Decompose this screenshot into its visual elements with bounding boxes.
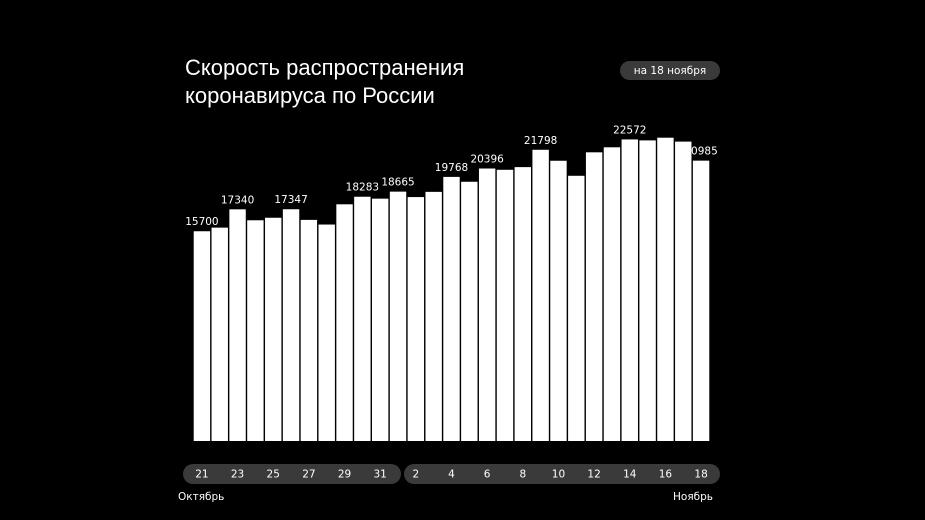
axis-pill [183,464,401,484]
bar [354,196,371,441]
bar [478,168,496,441]
value-label: 20396 [470,154,504,166]
x-tick-label: 14 [623,469,637,481]
axis-pill [404,464,720,484]
subtitle: на 18 ноября [634,65,706,77]
bar [496,169,514,442]
bar [318,224,335,441]
bar [692,160,710,442]
x-tick-label: 10 [552,469,565,481]
x-tick-label: 21 [195,469,208,481]
bar [282,209,300,441]
x-tick-label: 6 [484,469,491,481]
bar [193,231,211,441]
bar [371,198,389,441]
x-tick-label: 23 [231,469,244,481]
bar [211,227,228,441]
month-label: Ноябрь [673,491,713,503]
x-tick-label: 29 [338,469,351,481]
bar [514,167,532,441]
subtitle-pill [620,61,720,80]
bar [585,152,603,441]
x-tick-label: 2 [413,469,420,481]
bar [407,197,425,441]
x-tick-label: 31 [374,469,387,481]
x-tick-label: 4 [448,469,455,481]
bar [675,141,692,441]
value-label: 18283 [346,182,379,194]
bar [265,217,282,441]
x-tick-label: 18 [694,469,707,481]
bar [532,149,549,441]
bar [550,160,567,441]
bar [300,219,318,441]
month-label: Октябрь [178,491,224,503]
value-label: 19768 [435,162,468,174]
bar [443,176,460,441]
value-label: 15700 [185,216,218,228]
x-tick-label: 16 [659,469,673,481]
value-label: 18665 [381,177,414,189]
bar [603,147,621,441]
bar [425,191,442,441]
x-tick-label: 12 [587,469,600,481]
bar [568,175,585,441]
bar [229,209,246,441]
bar [639,140,656,441]
bar [621,139,638,441]
bar [461,181,478,441]
value-label: 20985 [684,146,717,158]
value-label: 22572 [613,124,646,136]
x-tick-label: 25 [267,469,280,481]
value-label: 17347 [274,194,307,206]
x-tick-label: 27 [302,469,315,481]
chart-title: Скорость распространения [185,55,464,80]
bar [336,204,353,441]
bar [657,137,674,441]
value-label: 21798 [524,135,557,147]
bar [247,220,264,441]
bar [389,191,407,441]
value-label: 17340 [221,194,254,206]
x-tick-label: 8 [519,469,526,481]
chart-title: коронавируса по России [185,83,435,108]
